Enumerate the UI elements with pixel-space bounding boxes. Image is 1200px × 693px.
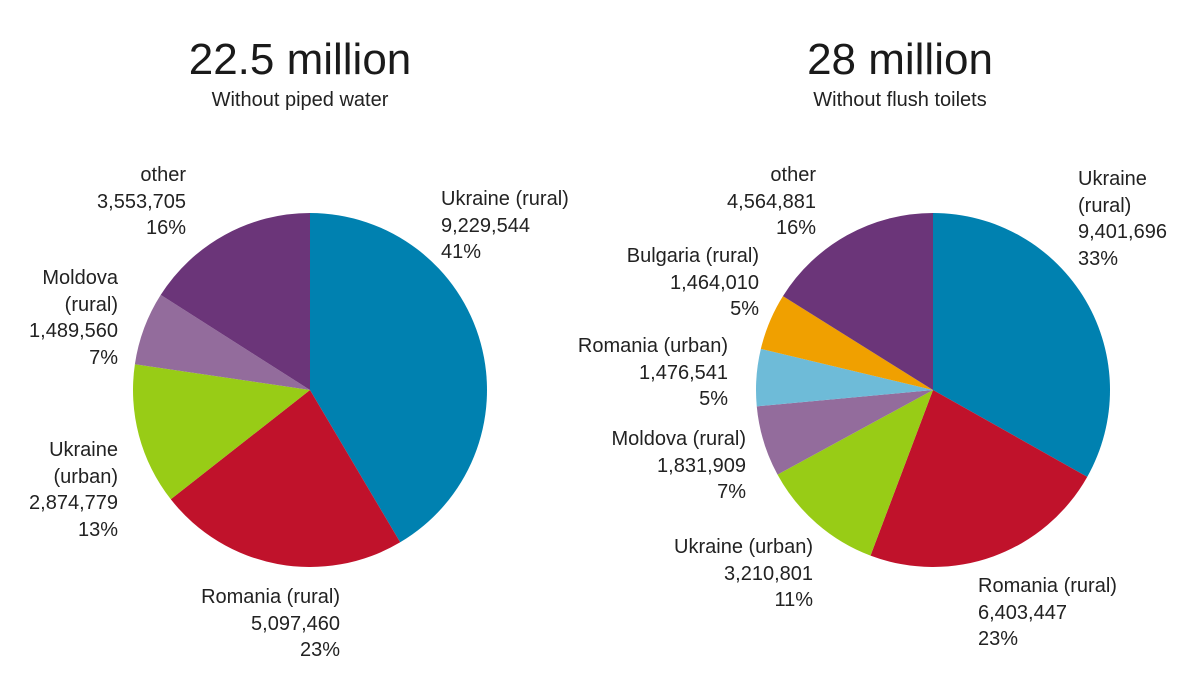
pie-slice-other	[160, 213, 310, 390]
pie-slice-bulgaria-rural	[760, 296, 933, 390]
slice-name: Romania (urban)	[577, 335, 728, 357]
slice-label-moldova-rural: Moldova (rural) 1,489,560 7%	[29, 265, 118, 371]
slice-name: Ukraine	[49, 439, 118, 461]
chart-panel-flush-toilets: 28 million Without flush toilets Ukraine…	[578, 0, 1200, 693]
slice-name: Ukraine (urban)	[674, 536, 813, 558]
slice-name: (urban)	[53, 465, 118, 488]
slice-value: 3,210,801	[724, 562, 813, 585]
slice-value: 1,489,560	[29, 320, 118, 342]
pie-slice-romania-rural	[870, 390, 1088, 568]
slice-name: other	[140, 164, 186, 186]
slice-percent: 41%	[441, 241, 482, 263]
slice-label-romania-urban: Romania (urban) 1,476,541 5%	[578, 333, 728, 413]
slice-value: 5,097,460	[251, 612, 340, 635]
chart-panel-piped-water: 22.5 million Without piped water Ukraine…	[29, 35, 569, 664]
pie-slice-ukraine-rural	[310, 213, 488, 543]
pie-slice-other	[782, 213, 933, 390]
pie-slice-moldova-rural	[756, 390, 933, 475]
slice-name: Ukraine (rural)	[441, 188, 569, 210]
slice-percent: 5%	[699, 388, 728, 410]
pie-slice-romania-rural	[170, 390, 401, 567]
pie-slice-moldova-rural	[134, 294, 310, 390]
slice-label-romania-rural: Romania (rural) 5,097,460 23%	[201, 584, 340, 664]
slice-name: (rural)	[64, 293, 118, 316]
slice-percent: 16%	[775, 217, 816, 239]
pie-chart	[133, 213, 488, 567]
slice-value: 2,874,779	[29, 492, 118, 514]
slice-value: 9,401,696	[1078, 221, 1167, 243]
slice-name: Ukraine	[1078, 168, 1147, 190]
chart-title: 28 million	[807, 35, 993, 84]
slice-label-ukraine-urban: Ukraine (urban) 3,210,801 11%	[674, 534, 813, 614]
slice-percent: 11%	[774, 589, 813, 611]
slice-name: Romania (rural)	[201, 586, 340, 608]
slice-value: 4,564,881	[727, 190, 816, 213]
pie-slice-ukraine-urban	[133, 364, 310, 500]
slice-label-ukraine-rural: Ukraine (rural) 9,401,696 33%	[1078, 166, 1167, 272]
slice-percent: 13%	[77, 518, 118, 541]
slice-name: Moldova (rural)	[611, 428, 746, 450]
pie-slice-ukraine-urban	[777, 390, 933, 556]
slice-percent: 7%	[717, 481, 746, 503]
slice-percent: 16%	[145, 217, 186, 239]
slice-name: Romania (rural)	[978, 575, 1117, 597]
pie-chart	[756, 213, 1111, 568]
slice-name: Bulgaria (rural)	[626, 245, 759, 267]
slice-value: 6,403,447	[978, 601, 1067, 624]
slice-percent: 33%	[1078, 247, 1119, 270]
slice-label-romania-rural: Romania (rural) 6,403,447 23%	[978, 573, 1117, 653]
slice-percent: 23%	[299, 639, 340, 661]
slice-value: 1,464,010	[670, 271, 759, 294]
slice-label-moldova-rural: Moldova (rural) 1,831,909 7%	[612, 426, 746, 506]
slice-label-ukraine-rural: Ukraine (rural) 9,229,544 41%	[441, 186, 569, 266]
slice-name: Moldova	[42, 267, 118, 289]
slice-label-other: other 3,553,705 16%	[97, 162, 186, 242]
slice-name: other	[770, 164, 816, 186]
slice-percent: 23%	[978, 628, 1019, 650]
slice-value: 9,229,544	[441, 214, 530, 237]
chart-subtitle: Without flush toilets	[813, 89, 987, 111]
pie-slice-romania-urban	[756, 348, 933, 407]
slice-value: 1,476,541	[639, 361, 728, 384]
pie-slice-ukraine-rural	[933, 213, 1111, 477]
slice-name: (rural)	[1078, 194, 1132, 217]
slice-label-bulgaria-rural: Bulgaria (rural) 1,464,010 5%	[627, 243, 759, 323]
chart-subtitle: Without piped water	[211, 89, 389, 111]
slice-percent: 5%	[730, 298, 759, 320]
slice-label-ukraine-urban: Ukraine (urban) 2,874,779 13%	[29, 437, 118, 543]
slice-value: 3,553,705	[97, 190, 186, 213]
chart-title: 22.5 million	[188, 35, 412, 84]
slice-value: 1,831,909	[657, 454, 746, 477]
slice-label-other: other 4,564,881 16%	[727, 162, 816, 242]
slice-percent: 7%	[89, 346, 118, 369]
